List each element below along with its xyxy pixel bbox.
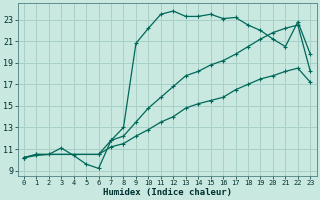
X-axis label: Humidex (Indice chaleur): Humidex (Indice chaleur) (103, 188, 232, 197)
